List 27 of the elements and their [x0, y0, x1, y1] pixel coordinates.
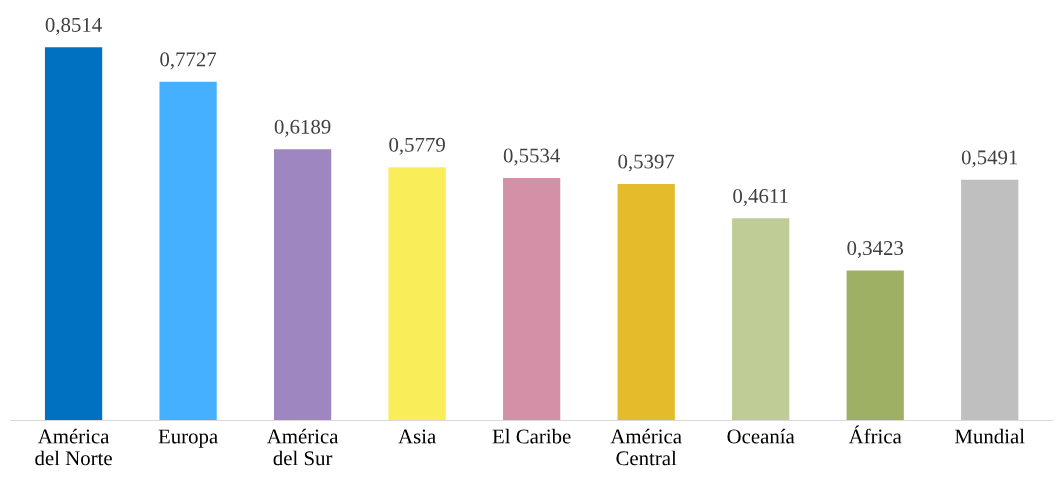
- bar: [846, 270, 904, 421]
- data-label: 0,7727: [160, 52, 217, 70]
- x-tick-label: África: [848, 425, 902, 444]
- bar: [44, 47, 103, 421]
- data-label: 0,8514: [45, 17, 102, 35]
- data-label: 0,5397: [618, 154, 675, 172]
- data-label: 0,4611: [733, 188, 788, 207]
- bar: [617, 183, 675, 421]
- bar: [503, 177, 561, 421]
- bar: [732, 218, 790, 421]
- data-label: 0,3423: [847, 241, 904, 259]
- x-tick-label: Europa: [158, 429, 218, 448]
- bar: [273, 149, 332, 421]
- x-tick-label: El Caribe: [492, 428, 571, 444]
- x-tick-label: Oceanía: [727, 428, 795, 444]
- data-label: 0,5534: [503, 148, 560, 166]
- bar: [159, 81, 217, 421]
- x-tick-label: América Central: [610, 428, 682, 466]
- data-label: 0,5491: [961, 150, 1018, 168]
- x-tick-label: Asia: [398, 429, 436, 444]
- bar: [961, 179, 1019, 421]
- data-label: 0,6189: [274, 119, 331, 137]
- x-tick-label: América del Sur: [266, 428, 339, 466]
- bar: [388, 167, 446, 421]
- data-label: 0,5779: [389, 137, 445, 155]
- x-tick-label: América del Norte: [35, 428, 112, 466]
- x-tick-label: Mundial: [955, 428, 1025, 444]
